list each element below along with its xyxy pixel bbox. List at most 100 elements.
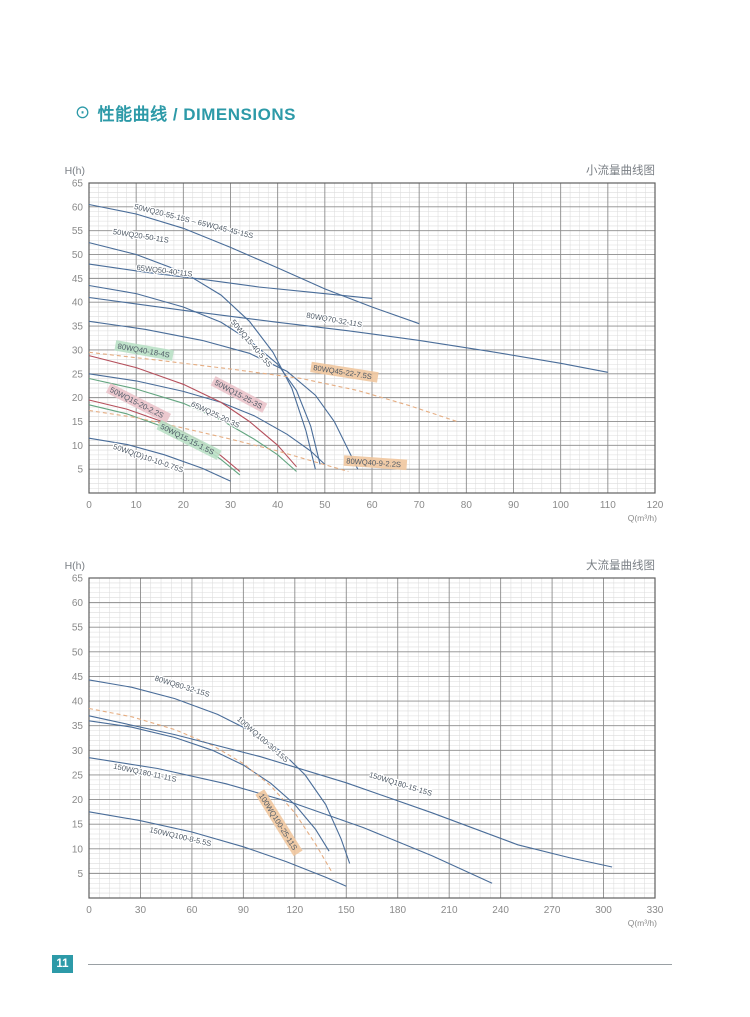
x-tick-label: 70 xyxy=(414,500,426,511)
x-tick-label: 330 xyxy=(647,905,664,916)
x-tick-label: 30 xyxy=(225,500,237,511)
y-tick-label: 20 xyxy=(72,795,84,806)
y-tick-label: 50 xyxy=(72,250,84,261)
curve-label: 50WQ15-40-5.5S xyxy=(228,317,275,370)
curve xyxy=(88,373,326,465)
chart-corner-title: 小流量曲线图 xyxy=(586,163,655,177)
y-tick-label: 40 xyxy=(72,298,84,309)
curves xyxy=(88,679,613,887)
x-axis-unit-label: Q(m³/h) xyxy=(628,513,657,523)
curve-label: 50WQ20-50-11S xyxy=(111,226,171,246)
x-tick-label: 50 xyxy=(319,500,331,511)
curve xyxy=(88,720,330,852)
grid-minor xyxy=(89,578,655,898)
curve xyxy=(88,811,347,887)
x-tick-label: 100 xyxy=(552,500,569,511)
y-tick-label: 10 xyxy=(72,844,84,855)
curve xyxy=(88,320,359,470)
page-number-badge: 11 xyxy=(52,955,73,973)
footer-divider xyxy=(88,964,672,965)
y-tick-label: 30 xyxy=(72,746,84,757)
x-tick-label: 20 xyxy=(178,500,190,511)
grid-major xyxy=(89,183,655,493)
y-tick-label: 15 xyxy=(72,820,84,831)
svg-text:50WQ15-15-1.5S: 50WQ15-15-1.5S xyxy=(159,422,216,457)
curve xyxy=(88,679,351,864)
y-tick-label: 60 xyxy=(72,202,84,213)
axis-ticks: 5 10 15 20 25 30 35 40 45 50 55 60 65 0 10 20 30 40 50 60 70… xyxy=(72,179,664,512)
x-tick-label: 120 xyxy=(647,500,664,511)
x-tick-label: 40 xyxy=(272,500,284,511)
curve-label: 80WQ45-22-7.5S xyxy=(310,361,379,383)
x-tick-label: 240 xyxy=(492,905,509,916)
y-tick-label: 35 xyxy=(72,322,84,333)
x-tick-label: 0 xyxy=(86,905,92,916)
y-tick-label: 55 xyxy=(72,623,84,634)
svg-text:80WQ40-9-2.2S: 80WQ40-9-2.2S xyxy=(346,456,401,469)
axis-ticks: 5 10 15 20 25 30 35 40 45 50 55 60 65 0 30 60 90 120 150 18… xyxy=(72,574,664,917)
curve xyxy=(88,263,373,299)
x-tick-label: 0 xyxy=(86,500,92,511)
chart-corner-title: 大流量曲线图 xyxy=(586,558,655,572)
x-tick-label: 30 xyxy=(135,905,147,916)
y-axis-name: H(h) xyxy=(65,165,85,177)
x-tick-label: 60 xyxy=(186,905,198,916)
x-tick-label: 80 xyxy=(461,500,473,511)
svg-text:100WQ100-25-11S: 100WQ100-25-11S xyxy=(257,792,299,852)
y-tick-label: 65 xyxy=(72,574,84,585)
large-flow-chart-svg: 5 10 15 20 25 30 35 40 45 50 55 60 65 0 30 60 90 120 150 18… xyxy=(65,558,664,928)
curves xyxy=(88,203,608,482)
small-flow-chart: 5 10 15 20 25 30 35 40 45 50 55 60 65 0 10 20 30 40 50 60 70… xyxy=(0,155,750,530)
x-tick-label: 180 xyxy=(389,905,406,916)
y-tick-label: 45 xyxy=(72,274,84,285)
curve xyxy=(88,437,231,482)
curve-label: 80WQ40-18-4S xyxy=(114,340,174,361)
y-tick-label: 65 xyxy=(72,179,84,190)
x-tick-label: 60 xyxy=(366,500,378,511)
page-title-text: 性能曲线 / DIMENSIONS xyxy=(97,105,296,124)
y-tick-label: 40 xyxy=(72,697,84,708)
y-tick-label: 15 xyxy=(72,417,84,428)
curve xyxy=(88,409,349,473)
plot-border xyxy=(88,577,656,899)
large-flow-chart: 5 10 15 20 25 30 35 40 45 50 55 60 65 0 30 60 90 120 150 18… xyxy=(0,550,750,930)
y-tick-label: 60 xyxy=(72,598,84,609)
curve-label: 80WQ40-9-2.2S xyxy=(343,455,408,471)
y-tick-label: 20 xyxy=(72,393,84,404)
svg-text:150WQ100-8-5.5S: 150WQ100-8-5.5S xyxy=(149,825,213,848)
y-tick-label: 25 xyxy=(72,770,84,781)
y-tick-label: 35 xyxy=(72,721,84,732)
curve xyxy=(88,355,297,468)
plot-border xyxy=(88,182,656,494)
svg-text:50WQ20-50-11S: 50WQ20-50-11S xyxy=(112,227,169,245)
y-tick-label: 55 xyxy=(72,226,84,237)
svg-text:50WQ15-40-5.5S: 50WQ15-40-5.5S xyxy=(229,318,274,369)
y-axis-name: H(h) xyxy=(65,560,85,572)
curve xyxy=(88,377,297,472)
svg-text:65WQ25-20-3S: 65WQ25-20-3S xyxy=(190,399,242,429)
y-tick-label: 10 xyxy=(72,441,84,452)
x-tick-label: 270 xyxy=(544,905,561,916)
x-tick-label: 90 xyxy=(508,500,520,511)
section-bullet-icon: ⊙ xyxy=(75,102,91,122)
curve xyxy=(88,715,613,868)
curve-label: 65WQ25-20-3S xyxy=(188,398,242,431)
x-tick-label: 150 xyxy=(338,905,355,916)
curve-label: 150WQ100-8-5.5S xyxy=(147,824,213,849)
page-title: ⊙ 性能曲线 / DIMENSIONS xyxy=(75,100,296,125)
grid-major xyxy=(89,578,655,898)
x-tick-label: 300 xyxy=(595,905,612,916)
x-tick-label: 10 xyxy=(131,500,143,511)
curve xyxy=(88,757,493,884)
x-axis-unit-label: Q(m³/h) xyxy=(628,918,657,928)
x-tick-label: 110 xyxy=(600,500,616,511)
y-tick-label: 30 xyxy=(72,345,84,356)
y-tick-label: 25 xyxy=(72,369,84,380)
x-tick-label: 210 xyxy=(441,905,458,916)
y-tick-label: 45 xyxy=(72,672,84,683)
curve xyxy=(88,707,334,874)
y-tick-label: 5 xyxy=(77,869,83,880)
curve xyxy=(88,242,316,470)
svg-text:50WQ15-25-3S: 50WQ15-25-3S xyxy=(213,378,264,411)
x-tick-label: 120 xyxy=(286,905,303,916)
